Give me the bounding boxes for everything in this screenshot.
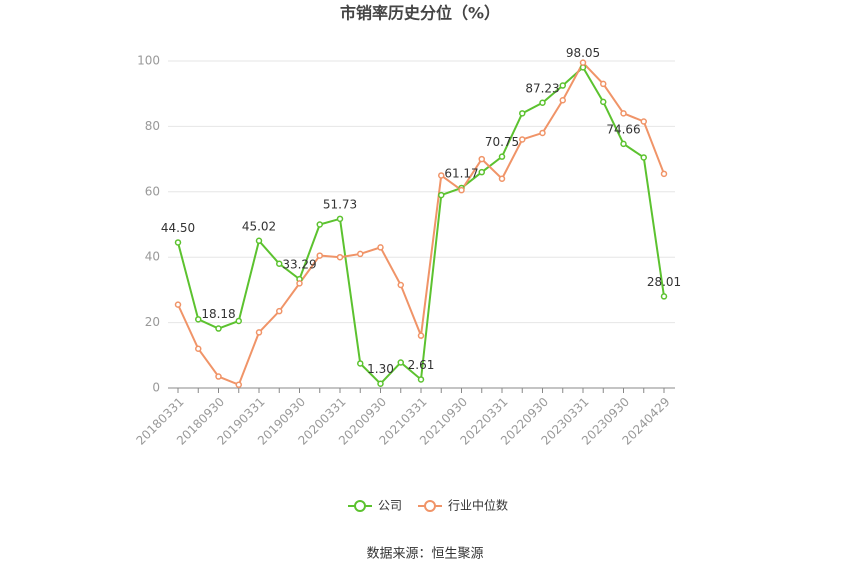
point: [255, 329, 263, 336]
point: [357, 250, 364, 258]
point: [174, 239, 182, 246]
point: [215, 373, 222, 380]
data-label: 98.05: [566, 46, 600, 60]
point: [539, 99, 546, 107]
point: [336, 253, 344, 261]
point: [620, 110, 627, 117]
data-label: 61.17: [444, 166, 478, 180]
point: [519, 110, 526, 117]
point: [174, 301, 182, 308]
y-tick-label: 60: [145, 184, 160, 198]
point: [235, 381, 242, 388]
point: [620, 140, 627, 148]
point: [276, 260, 283, 267]
point: [559, 82, 566, 89]
data-label: 87.23: [525, 81, 559, 95]
point: [276, 307, 283, 315]
y-tick-label: 40: [145, 250, 160, 264]
point: [255, 237, 263, 245]
y-tick-label: 100: [137, 54, 160, 68]
point: [519, 136, 526, 143]
point: [559, 96, 566, 104]
y-tick-label: 0: [152, 381, 160, 395]
point: [660, 293, 668, 300]
point: [478, 155, 485, 163]
point: [660, 170, 668, 178]
point: [377, 380, 384, 387]
data-label: 70.75: [485, 135, 519, 149]
point: [316, 221, 323, 228]
point: [438, 191, 445, 199]
data-label: 33.29: [282, 258, 316, 272]
point: [195, 345, 202, 353]
point: [215, 325, 222, 332]
point: [600, 98, 607, 106]
point: [438, 172, 445, 179]
point: [377, 244, 384, 251]
point: [336, 215, 344, 223]
legend-marker: [424, 500, 436, 512]
point: [478, 168, 485, 176]
y-tick-label: 80: [145, 119, 160, 133]
data-label: 1.30: [367, 362, 394, 376]
point: [397, 281, 404, 289]
chart-title: 市销率历史分位（%）: [340, 4, 500, 23]
data-label: 51.73: [323, 197, 357, 211]
data-label: 18.18: [201, 307, 235, 321]
data-label: 44.50: [161, 221, 195, 235]
point: [195, 316, 202, 323]
point: [417, 376, 425, 383]
point: [357, 360, 364, 367]
data-label: 2.61: [408, 358, 435, 372]
point: [579, 59, 587, 66]
legend-label: 公司: [378, 499, 402, 513]
point: [296, 280, 303, 287]
point: [458, 186, 465, 194]
legend-marker: [354, 500, 366, 512]
data-label: 74.66: [606, 122, 640, 136]
point: [235, 317, 242, 325]
point: [397, 359, 404, 366]
point: [640, 118, 647, 125]
point: [316, 252, 323, 259]
point: [498, 175, 506, 182]
source-note: 数据来源：恒生聚源: [366, 547, 483, 562]
point: [498, 153, 506, 160]
point: [640, 154, 647, 161]
point: [539, 129, 546, 137]
data-label: 28.01: [647, 275, 681, 289]
legend-label: 行业中位数: [448, 498, 508, 513]
point: [417, 332, 425, 339]
point: [600, 80, 607, 88]
y-tick-label: 20: [145, 315, 160, 329]
data-label: 45.02: [242, 219, 276, 233]
